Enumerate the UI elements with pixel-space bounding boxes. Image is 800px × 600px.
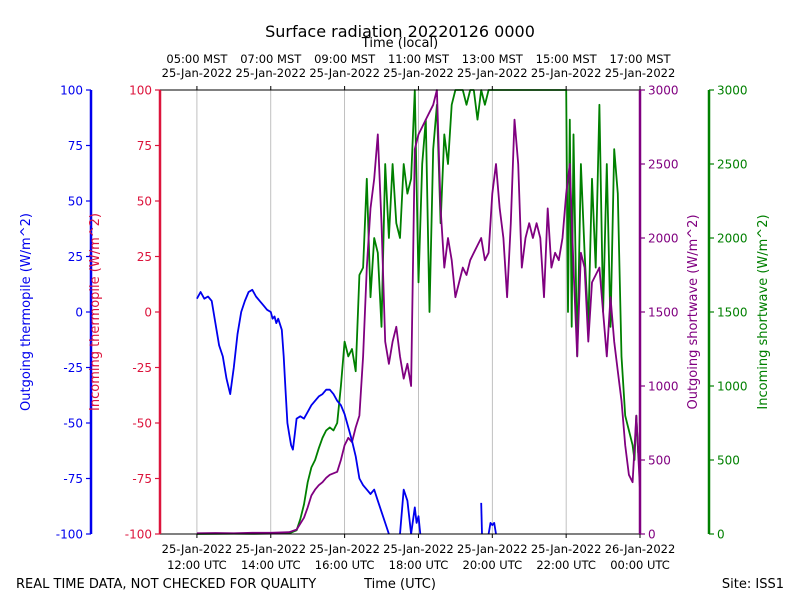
series-line-out_thermo (196, 288, 390, 535)
x2-tick-label-time: 09:00 MST (314, 52, 376, 66)
y-tick-label-in_thermo: 100 (129, 84, 152, 98)
series-line-out_thermo (410, 506, 422, 535)
y-tick-label-in_sw: 2000 (717, 232, 748, 246)
x2-tick-label-date: 25-Jan-2022 (457, 66, 528, 80)
y-tick-label-out_thermo: 0 (75, 306, 83, 320)
y-tick-label-out_thermo: 50 (68, 195, 83, 209)
y-axis-label-out_sw: Outgoing shortwave (W/m^2) (686, 214, 701, 409)
y-tick-label-out_sw: 1000 (648, 380, 679, 394)
y-tick-label-out_thermo: 25 (68, 250, 83, 264)
x2-axis-label: Time (local) (361, 36, 438, 51)
x2-tick-label-time: 05:00 MST (166, 52, 228, 66)
series-line-out_thermo (487, 522, 497, 535)
y-tick-label-in_thermo: 0 (144, 306, 152, 320)
x-axis-label: Time (UTC) (363, 577, 436, 592)
x-tick-label-time: 18:00 UTC (389, 558, 449, 572)
x-tick-label-time: 14:00 UTC (241, 558, 301, 572)
x-tick-label-date: 25-Jan-2022 (235, 542, 306, 556)
y-tick-label-in_thermo: -50 (132, 417, 152, 431)
y-tick-label-in_thermo: 25 (137, 250, 152, 264)
y-tick-label-out_thermo: 75 (68, 139, 83, 153)
y-tick-label-out_sw: 2500 (648, 158, 679, 172)
axes: -100 -75 -50 -25 0 25 50 75 100 Outgoing thermopi… (19, 84, 771, 542)
x-tick-label-time: 12:00 UTC (167, 558, 227, 572)
y-tick-label-out_thermo: 100 (60, 84, 83, 98)
y-tick-label-in_sw: 3000 (717, 84, 748, 98)
x-tick-label-time: 16:00 UTC (315, 558, 375, 572)
x-tick-label-date: 25-Jan-2022 (457, 542, 528, 556)
x-tick-label-time: 22:00 UTC (536, 558, 596, 572)
series-line-out_sw (196, 89, 640, 535)
x2-tick-label-date: 25-Jan-2022 (162, 66, 233, 80)
y-tick-label-out_thermo: -75 (63, 472, 83, 486)
x-tick-label-time: 20:00 UTC (463, 558, 523, 572)
x-tick-label-date: 25-Jan-2022 (309, 542, 380, 556)
x-tick-label-date: 25-Jan-2022 (531, 542, 602, 556)
x-tick-label-date: 25-Jan-2022 (162, 542, 233, 556)
x2-tick-label-time: 07:00 MST (240, 52, 302, 66)
footer-quality-note: REAL TIME DATA, NOT CHECKED FOR QUALITY (16, 577, 316, 592)
y-tick-label-in_thermo: -25 (132, 361, 152, 375)
series-line-out_thermo (480, 502, 483, 535)
y-tick-label-in_sw: 1000 (717, 380, 748, 394)
x2-tick-label-date: 25-Jan-2022 (383, 66, 454, 80)
y-axis-label-out_thermo: Outgoing thermopile (W/m^2) (19, 213, 34, 411)
y-tick-label-out_thermo: -50 (63, 417, 83, 431)
chart-title: Surface radiation 20220126 0000 (265, 22, 535, 41)
y-tick-label-in_thermo: -100 (125, 528, 152, 542)
y-tick-label-in_sw: 1500 (717, 306, 748, 320)
x2-tick-label-date: 25-Jan-2022 (531, 66, 602, 80)
x-tick-label-date: 25-Jan-2022 (383, 542, 454, 556)
y-tick-label-out_sw: 1500 (648, 306, 679, 320)
series-lines (196, 89, 640, 535)
x2-tick-label-time: 15:00 MST (536, 52, 598, 66)
x2-tick-label-date: 25-Jan-2022 (309, 66, 380, 80)
y-tick-label-in_sw: 500 (717, 454, 740, 468)
y-tick-label-out_thermo: -100 (56, 528, 83, 542)
series-line-in_sw (196, 89, 640, 535)
footer-site: Site: ISS1 (722, 577, 784, 592)
y-axis-label-in_sw: Incoming shortwave (W/m^2) (756, 214, 771, 409)
y-tick-label-in_sw: 0 (717, 528, 725, 542)
y-tick-label-out_thermo: -25 (63, 361, 83, 375)
y-tick-label-out_sw: 2000 (648, 232, 679, 246)
x-tick-label-time: 00:00 UTC (610, 558, 670, 572)
x2-tick-label-date: 25-Jan-2022 (605, 66, 676, 80)
x2-tick-label-date: 25-Jan-2022 (235, 66, 306, 80)
y-tick-label-in_thermo: 75 (137, 139, 152, 153)
y-tick-label-in_thermo: -75 (132, 472, 152, 486)
series-line-out_thermo (399, 488, 412, 535)
y-axis-label-in_thermo: Incoming thermopile (W/m^2) (88, 213, 103, 411)
x2-tick-label-time: 13:00 MST (462, 52, 524, 66)
x2-tick-label-time: 11:00 MST (388, 52, 450, 66)
x-tick-label-date: 26-Jan-2022 (605, 542, 676, 556)
y-tick-label-out_sw: 0 (648, 528, 656, 542)
x2-tick-label-time: 17:00 MST (609, 52, 671, 66)
y-tick-label-in_thermo: 50 (137, 195, 152, 209)
y-tick-label-out_sw: 3000 (648, 84, 679, 98)
y-tick-label-out_sw: 500 (648, 454, 671, 468)
y-tick-label-in_sw: 2500 (717, 158, 748, 172)
